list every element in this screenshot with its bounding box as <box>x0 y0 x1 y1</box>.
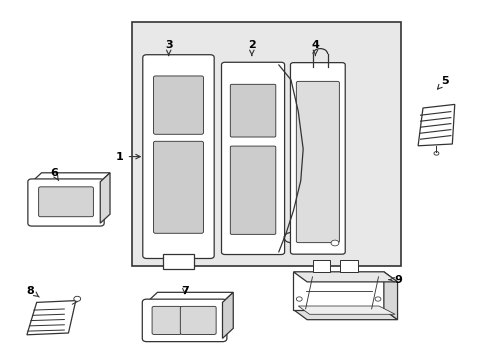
Circle shape <box>296 297 302 301</box>
FancyBboxPatch shape <box>28 179 104 226</box>
Text: 9: 9 <box>388 275 402 285</box>
Text: 6: 6 <box>50 168 59 181</box>
FancyBboxPatch shape <box>153 76 203 134</box>
Bar <box>162 254 194 269</box>
FancyBboxPatch shape <box>152 306 181 334</box>
Polygon shape <box>100 173 110 223</box>
Text: 2: 2 <box>247 40 255 55</box>
Polygon shape <box>32 173 110 182</box>
Circle shape <box>433 152 438 155</box>
Polygon shape <box>293 310 397 320</box>
Bar <box>132 22 400 266</box>
FancyBboxPatch shape <box>230 146 275 234</box>
FancyBboxPatch shape <box>142 55 214 258</box>
Circle shape <box>374 297 380 301</box>
Text: 4: 4 <box>311 40 319 55</box>
Text: 7: 7 <box>181 285 188 296</box>
FancyBboxPatch shape <box>153 141 203 233</box>
Polygon shape <box>298 306 394 314</box>
FancyBboxPatch shape <box>230 84 275 137</box>
Circle shape <box>74 296 81 301</box>
FancyBboxPatch shape <box>296 81 339 243</box>
Circle shape <box>330 240 338 246</box>
FancyBboxPatch shape <box>142 299 226 342</box>
Text: 8: 8 <box>26 285 39 297</box>
Bar <box>313 260 330 272</box>
Polygon shape <box>383 272 397 320</box>
FancyBboxPatch shape <box>290 63 345 254</box>
Polygon shape <box>293 272 397 282</box>
Polygon shape <box>146 292 233 302</box>
Bar <box>293 272 383 310</box>
FancyBboxPatch shape <box>39 187 93 217</box>
Bar <box>340 260 357 272</box>
Polygon shape <box>222 292 233 338</box>
Text: 5: 5 <box>437 76 448 89</box>
Polygon shape <box>27 301 76 335</box>
Text: 3: 3 <box>164 40 172 55</box>
Text: 1: 1 <box>116 152 140 162</box>
Polygon shape <box>417 104 454 146</box>
FancyBboxPatch shape <box>221 62 284 255</box>
FancyBboxPatch shape <box>180 306 216 334</box>
